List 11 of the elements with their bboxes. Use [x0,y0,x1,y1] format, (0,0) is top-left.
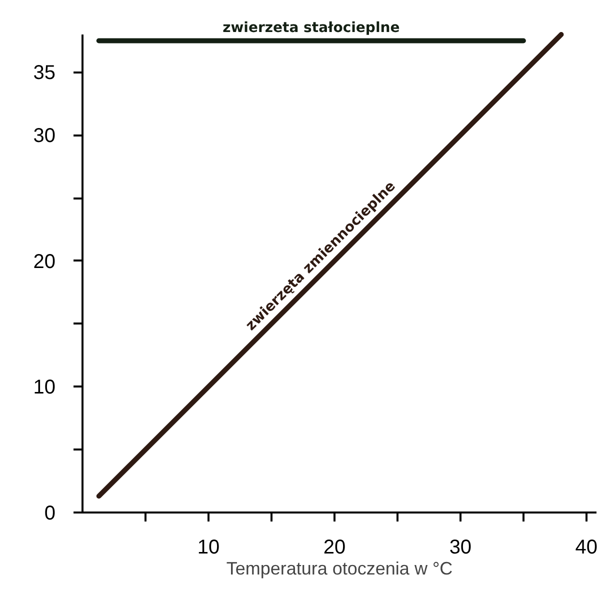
x-tick-label: 40 [575,536,598,558]
y-tick-label: 30 [33,125,56,148]
x-tick-label: 10 [197,536,220,558]
x-axis-title: Temperatura otoczenia w °C [226,558,453,578]
x-tick-label: 30 [449,536,472,558]
x-tick-label: 20 [323,536,346,558]
series-label: zwierzeta stałocieplne [222,20,400,36]
y-tick-label: 20 [33,250,56,273]
y-tick-label: 35 [33,62,56,84]
y-tick-label: 10 [33,376,56,399]
y-tick-label: 0 [44,502,56,524]
